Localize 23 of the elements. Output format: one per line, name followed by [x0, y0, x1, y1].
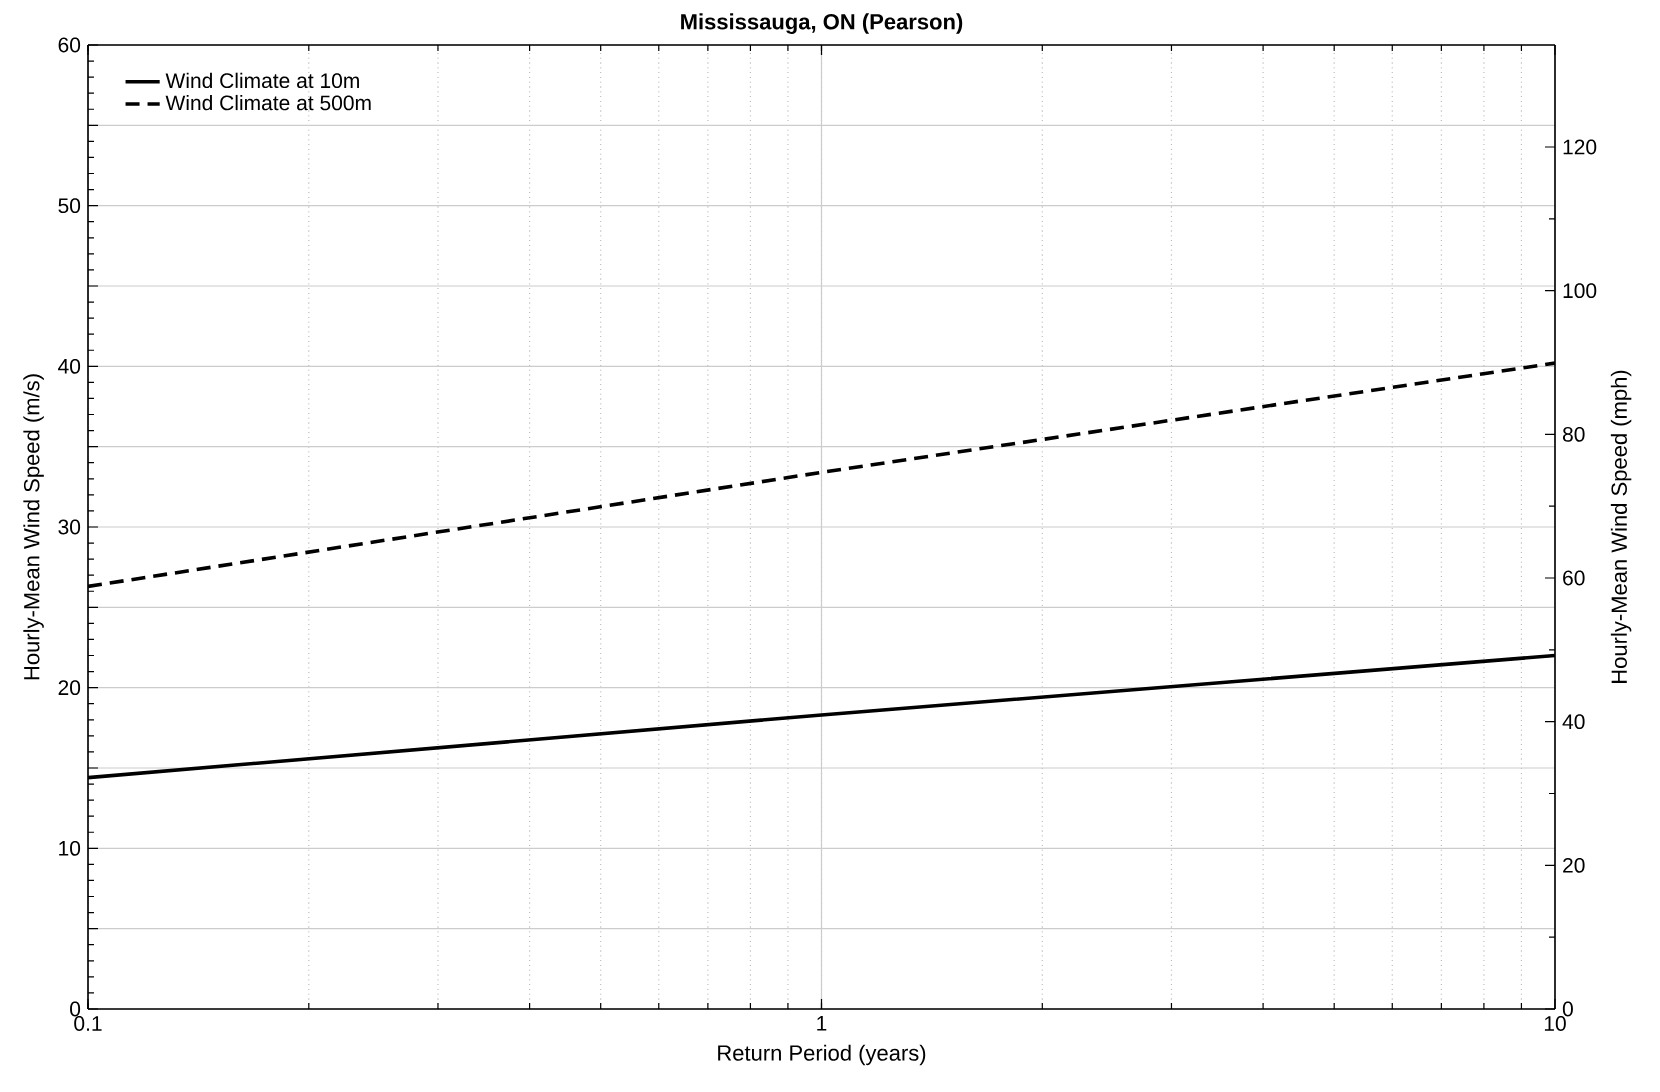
y2-tick-label: 80 [1562, 426, 1585, 442]
y2-tick-label: 120 [1563, 139, 1597, 155]
y-tick-label: 30 [58, 519, 81, 535]
y2-tick-label: 0 [1562, 1001, 1573, 1017]
x-axis-title: Return Period (years) [718, 1044, 926, 1066]
y2-tick-label: 60 [1563, 570, 1585, 586]
y2-axis-title: Hourly-Mean Wind Speed (mph) [1610, 370, 1632, 683]
y-tick-label: 10 [59, 840, 81, 856]
y-tick-label: 40 [58, 358, 81, 374]
y-tick-label: 60 [58, 37, 81, 53]
x-tick-label: 0.1 [74, 1016, 102, 1031]
chart-title: Mississauga, ON (Pearson) [681, 13, 963, 34]
legend-label: Wind Climate at 10m [165, 72, 359, 89]
y-tick-label: 20 [58, 680, 81, 696]
y2-tick-label: 40 [1562, 714, 1585, 730]
y2-tick-label: 20 [1563, 857, 1585, 873]
y-tick-label: 0 [70, 1001, 81, 1017]
y-tick-label: 50 [58, 198, 81, 214]
y2-tick-label: 100 [1563, 283, 1597, 299]
x-tick-label: 1 [817, 1016, 827, 1031]
x-tick-label: 10 [1544, 1016, 1566, 1031]
legend-label: Wind Climate at 500m [165, 94, 371, 111]
y-axis-title: Hourly-Mean Wind Speed (m/s) [23, 374, 44, 680]
